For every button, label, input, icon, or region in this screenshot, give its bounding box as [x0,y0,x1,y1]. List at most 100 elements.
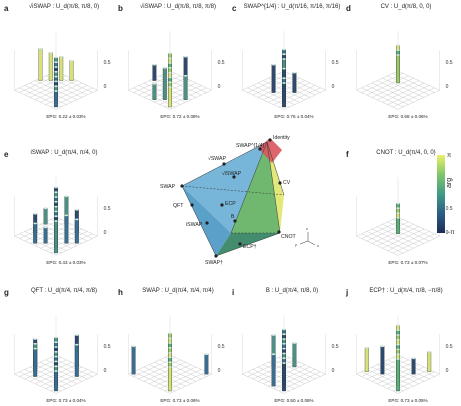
matrix-z-axis: 0.50 [104,206,111,236]
z-tick-label: 0.5 [104,60,111,66]
panel-epg: EPG: 0.73 ± 0.05% [388,398,428,403]
matrix-z-axis: 0.50 [332,344,339,374]
matrix-bar [396,216,400,234]
weyl-face-left [182,142,267,233]
panel-title: SWAP^{1/4} : U_d(π/16, π/16, π/16) [243,4,341,10]
matrix-bar [54,220,58,254]
point-sqrtswap [222,162,226,166]
matrix-panel-a: a √iSWAP : U_d(π/8, π/8, 0) 0.5 0 EPG: 0.22 … [4,4,114,122]
matrix-panel-e: e iSWAP : U_d(π/4, π/4, 0) 0.5 0 EPG: 0.43 ±… [4,150,114,268]
panel-epg: EPG: 0.73 ± 0.04% [46,398,86,403]
matrix-bar [64,214,69,244]
matrix-bar-plot: 0.50 [128,315,225,394]
z-tick-label: 0 [218,368,221,374]
matrix-panel-j: j ECP† : U_d(π/4, π/8, −π/8) 0.5 0 EPG: 0.73… [346,288,456,406]
matrix-panel-f: f CNOT : U_d(π/4, 0, 0) 0.5 0 EPG: 0.73 ± 0.… [346,150,456,268]
matrix-bar-plot: 0.50 [356,177,453,256]
panel-title: ECP† : U_d(π/4, π/8, −π/8) [369,288,443,294]
matrix-panel-c: c SWAP^{1/4} : U_d(π/16, π/16, π/16) 0.5 0 E… [232,4,342,122]
axis-x-label: x [317,244,319,248]
panel-epg: EPG: 0.72 ± 0.08% [160,114,200,119]
matrix-bar [33,222,38,244]
panel-title: iSWAP : U_d(π/4, π/4, 0) [30,150,98,156]
panel-label: g [4,288,9,297]
z-tick-label: 0 [104,84,107,90]
matrix-bar [271,353,276,387]
matrix-bar-plot: 0.50 [128,31,225,110]
panel-label: h [118,288,123,297]
point-identity [268,138,272,142]
point-iswap [205,221,209,225]
z-tick-label: 0 [104,230,107,236]
label-b: B [231,214,235,220]
colorbar-max-label: π [447,153,452,159]
matrix-bar [380,345,385,375]
label-sqrtswap: √SWAP [208,155,226,162]
panel-label: f [346,150,349,159]
point-sqrtiswap [232,175,236,179]
z-tick-label: 0.5 [446,60,453,66]
z-tick-label: 0 [332,84,335,90]
point-swapd [214,254,218,258]
label-identity: Identity [273,135,290,141]
matrix-bar [43,226,48,244]
z-tick-label: 0.5 [446,344,453,350]
matrix-bar [364,346,369,372]
matrix-z-axis: 0.50 [446,206,453,236]
z-tick-label: 0 [446,230,449,236]
matrix-bar [168,366,172,392]
z-tick-label: 0.5 [332,60,339,66]
colorbar [437,155,445,233]
z-tick-label: 0.5 [104,206,111,212]
panel-epg: EPG: 0.73 ± 0.07% [388,260,428,265]
matrix-bar [396,54,400,84]
matrix-bar [74,218,79,244]
matrix-bar [48,51,53,81]
matrix-bar-plot: 0.50 [242,315,339,394]
point-cnot [277,230,281,234]
z-tick-label: 0 [446,84,449,90]
matrix-z-axis: 0.50 [104,60,111,90]
matrix-bar [152,63,157,81]
matrix-bar [69,59,74,81]
label-qft: QFT [173,203,184,209]
panel-title: CV : U_d(π/8, 0, 0) [380,4,432,10]
label-swap14: SWAP^{1/4} [236,143,264,149]
panel-epg: EPG: 0.73 ± 0.06% [160,398,200,403]
panel-label: b [118,4,123,13]
point-ecp [220,203,224,207]
z-tick-label: 0.5 [218,344,225,350]
z-tick-label: 0.5 [104,344,111,350]
matrix-z-axis: 0.50 [446,344,453,374]
matrix-bar [411,357,416,375]
matrix-bar [38,47,43,81]
z-tick-label: 0 [332,368,335,374]
label-cnot: CNOT [281,234,297,240]
point-qft [190,203,194,207]
weyl-face-right [267,142,284,233]
panel-label: j [346,288,349,297]
label-swap: SWAP [160,184,176,190]
panel-title: √iSWAP : U_d(π/8, π/8, 0) [28,4,100,10]
matrix-bar [54,370,58,392]
z-tick-label: 0 [104,368,107,374]
panel-label: d [346,4,351,13]
matrix-panel-h: h SWAP : U_d(π/4, π/4, π/4) 0.5 0 EPG: 0.73 … [118,288,228,406]
matrix-bar-plot: 0.50 [242,31,339,110]
matrix-bar [292,71,297,93]
matrix-bar-plot: 0.50 [14,177,111,256]
matrix-bar [292,342,297,368]
matrix-bar-plot: 0.50 [14,31,111,110]
matrix-bar [183,74,188,100]
point-swap [180,184,184,188]
panel-label: c [232,4,237,13]
label-iswap: iSWAP [186,222,203,228]
point-swap14 [258,147,262,151]
matrix-panel-g: g QFT : U_d(π/4, π/4, π/8) 0.5 0 EPG: 0.73 ±… [4,288,114,406]
matrix-bar-plot: 0.50 [356,315,453,394]
colorbar-min-label: −π [447,230,455,236]
panel-title: √iSWAP : U_d(π/8, π/8, π/8) [139,4,217,10]
matrix-z-axis: 0.50 [446,60,453,90]
matrix-panel-d: d CV : U_d(π/8, 0, 0) 0.5 0 EPG: 0.68 ± 0.06… [346,4,456,122]
panel-epg: EPG: 0.68 ± 0.06% [388,114,428,119]
